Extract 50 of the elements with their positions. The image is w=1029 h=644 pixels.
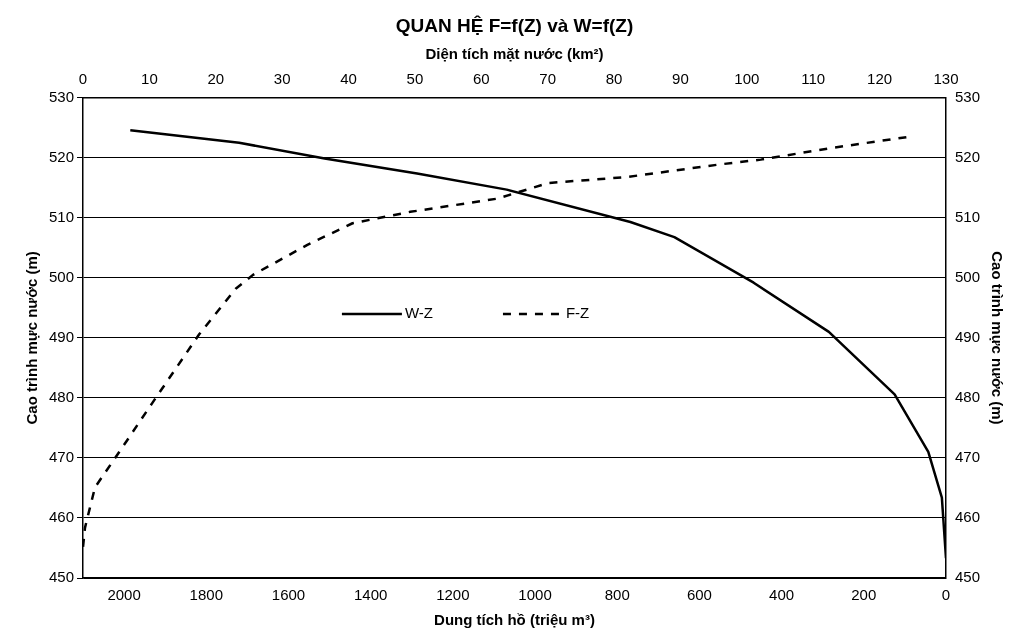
y-tick-label: 510 (49, 207, 75, 225)
x-tick-label: 1400 (353, 586, 388, 604)
x-tick-label: 400 (769, 586, 795, 604)
x2-tick-label: 90 (672, 69, 689, 87)
x2-tick-label: 80 (605, 69, 623, 87)
y2-tick-label: 530 (954, 87, 980, 105)
x2-tick-label: 50 (406, 69, 424, 87)
x-tick-label: 200 (851, 586, 877, 604)
y-tick-label: 500 (49, 268, 75, 286)
y-tick-label: 450 (49, 568, 75, 586)
x2-tick-label: 110 (801, 69, 826, 87)
x-tick-label: 1600 (271, 586, 306, 604)
y2-tick-label: 460 (954, 508, 980, 526)
x2-tick-label: 100 (734, 69, 760, 87)
x2-tick-label: 10 (141, 69, 158, 87)
y2-tick-label: 520 (954, 147, 980, 165)
chart-title: QUAN HỆ F=f(Z) và W=f(Z) (395, 14, 634, 36)
y-tick-label: 530 (49, 87, 75, 105)
x2-tick-label: 120 (867, 69, 893, 87)
x2-tick-label: 40 (340, 69, 357, 87)
x-tick-label: 1000 (518, 586, 552, 604)
y-axis-title: Cao trình mực nước (m) (23, 251, 41, 425)
x2-axis-title: Diện tích mặt nước (km²) (425, 44, 604, 62)
x2-tick-label: 30 (273, 69, 291, 87)
y2-tick-label: 450 (954, 568, 980, 586)
y-tick-label: 460 (49, 508, 75, 526)
y-tick-label: 470 (49, 448, 75, 466)
y2-tick-label: 490 (954, 328, 980, 346)
x-tick-label: 0 (941, 586, 951, 604)
y-tick-label: 520 (49, 147, 75, 165)
x-axis-title: Dung tích hồ (triệu m³) (434, 611, 595, 629)
x2-tick-label: 0 (78, 69, 88, 87)
x2-tick-label: 130 (933, 69, 959, 87)
x-tick-label: 600 (686, 586, 712, 604)
x2-tick-label: 20 (207, 69, 225, 87)
x-tick-label: 2000 (107, 586, 141, 604)
x-tick-label: 1800 (189, 586, 223, 604)
y2-axis-title: Cao trình mực nước (m) (988, 251, 1006, 425)
x2-tick-label: 60 (472, 69, 490, 87)
y-tick-label: 480 (49, 388, 75, 406)
x-tick-label: 800 (604, 586, 630, 604)
y-tick-label: 490 (49, 328, 75, 346)
y2-tick-label: 480 (954, 388, 980, 406)
legend-label: F-Z (565, 304, 590, 322)
x2-tick-label: 70 (539, 69, 557, 87)
y2-tick-label: 500 (954, 268, 980, 286)
y2-tick-label: 470 (954, 448, 980, 466)
legend-label: W-Z (404, 304, 433, 322)
y2-tick-label: 510 (954, 207, 980, 225)
x-tick-label: 1200 (436, 586, 470, 604)
